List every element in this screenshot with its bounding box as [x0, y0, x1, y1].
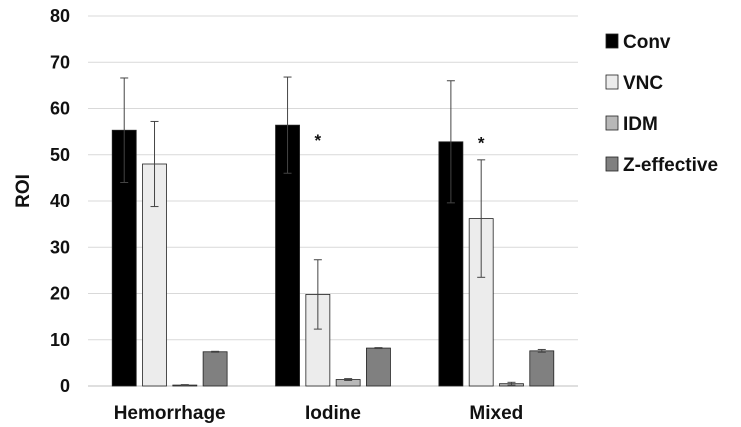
- x-category-label: Hemorrhage: [114, 403, 226, 424]
- error-bars: [120, 76, 546, 387]
- legend-swatch-conv: [605, 33, 619, 49]
- x-category-label: Mixed: [469, 403, 523, 424]
- legend-label: VNC: [623, 73, 663, 94]
- y-tick-label: 60: [50, 99, 70, 119]
- y-tick-label: 50: [50, 145, 70, 165]
- x-axis-categories: Hemorrhage Iodine Mixed: [114, 403, 524, 424]
- y-tick-label: 0: [60, 376, 70, 396]
- y-tick-label: 70: [50, 52, 70, 72]
- legend-label: Conv: [623, 32, 671, 53]
- legend-swatch-vnc: [605, 74, 619, 90]
- legend-label: Z-effective: [623, 155, 718, 176]
- gridlines: [88, 15, 578, 341]
- legend: Conv VNC IDM Z-effective: [605, 32, 718, 176]
- x-category-label: Iodine: [305, 403, 361, 424]
- bar-z-effective-iodine: [366, 347, 391, 387]
- y-tick-label: 10: [50, 330, 70, 350]
- y-tick-label: 30: [50, 237, 70, 257]
- bar-z-effective-mixed: [529, 350, 555, 387]
- y-tick-label: 40: [50, 191, 70, 211]
- legend-swatch-idm: [605, 115, 619, 131]
- significance-marker: *: [478, 133, 485, 152]
- y-tick-label: 20: [50, 284, 70, 304]
- y-axis-ticks: 0 10 20 30 40 50 60 70 80: [50, 6, 70, 396]
- y-tick-label: 80: [50, 6, 70, 26]
- annotations: * *: [315, 131, 485, 152]
- bars: [111, 124, 555, 387]
- y-axis-label: ROI: [13, 174, 34, 208]
- legend-label: IDM: [623, 114, 658, 135]
- legend-swatch-z-effective: [605, 156, 619, 172]
- significance-marker: *: [315, 131, 322, 150]
- bar-z-effective-hemorrhage: [202, 351, 228, 387]
